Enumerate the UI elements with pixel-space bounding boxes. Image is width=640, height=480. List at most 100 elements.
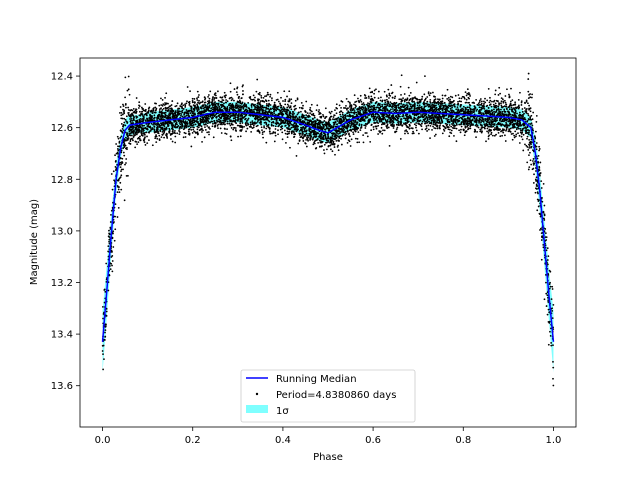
data-point [552, 377, 554, 380]
data-point [427, 124, 430, 127]
data-point [140, 130, 143, 133]
data-point [196, 97, 198, 100]
data-point [234, 116, 237, 119]
data-point [225, 94, 227, 97]
data-point [123, 121, 126, 124]
data-point [282, 121, 284, 124]
data-point [384, 105, 387, 108]
data-point [147, 109, 150, 112]
data-point [385, 98, 388, 101]
data-point [365, 109, 368, 112]
data-point [320, 133, 323, 135]
data-point [269, 104, 272, 106]
data-point [499, 111, 502, 113]
data-point [243, 102, 246, 105]
data-point [135, 130, 138, 132]
data-point [344, 117, 347, 120]
data-point [332, 118, 334, 121]
data-point [146, 142, 149, 145]
data-point [298, 140, 301, 142]
data-point [398, 98, 401, 101]
data-point [226, 105, 229, 108]
data-point [268, 130, 271, 133]
data-point [406, 130, 408, 133]
data-point [527, 148, 530, 151]
data-point [367, 102, 369, 104]
data-point [292, 111, 295, 113]
data-point [403, 93, 406, 95]
data-point [300, 126, 302, 129]
data-point [206, 114, 209, 117]
data-point [395, 114, 398, 117]
data-point [429, 124, 432, 127]
data-point [236, 124, 239, 127]
data-point [381, 117, 383, 120]
data-point [322, 115, 325, 118]
data-point [129, 140, 132, 143]
data-point [365, 108, 368, 111]
data-point [511, 110, 513, 113]
data-point [292, 126, 295, 128]
data-point [363, 94, 366, 96]
data-point [377, 90, 380, 93]
data-point [145, 131, 148, 134]
data-point [370, 95, 373, 98]
data-point [534, 191, 537, 194]
data-point [399, 123, 402, 125]
data-point [268, 116, 270, 119]
data-point [499, 135, 502, 138]
data-point [476, 125, 478, 128]
data-point [136, 131, 139, 134]
data-point [262, 96, 265, 99]
data-point [389, 104, 392, 106]
data-point [317, 119, 319, 122]
data-point [483, 102, 485, 105]
data-point [544, 236, 547, 239]
data-point [139, 118, 142, 120]
data-point [325, 137, 328, 140]
data-point [142, 117, 145, 120]
data-point [305, 137, 308, 139]
data-point [305, 125, 307, 128]
data-point [333, 143, 336, 146]
data-point [425, 125, 428, 127]
data-point [457, 108, 459, 111]
data-point [277, 100, 280, 103]
data-point [211, 100, 214, 103]
data-point [459, 104, 462, 106]
data-point [288, 120, 290, 123]
data-point [479, 98, 482, 100]
data-point [186, 100, 188, 103]
data-point [188, 100, 191, 103]
data-point [521, 110, 524, 113]
data-point [374, 108, 377, 111]
data-point [164, 102, 166, 104]
data-point [195, 119, 198, 122]
data-point [323, 138, 325, 141]
data-point [309, 133, 312, 136]
data-point [144, 119, 147, 122]
data-point [299, 110, 302, 113]
data-point [498, 102, 501, 105]
data-point [503, 105, 506, 108]
data-point [523, 112, 525, 115]
data-point [117, 137, 120, 140]
data-point [494, 102, 497, 105]
data-point [175, 121, 178, 124]
data-point [496, 117, 499, 120]
data-point [209, 115, 212, 118]
data-point [546, 247, 549, 250]
data-point [356, 123, 358, 125]
data-point [464, 109, 467, 112]
data-point [170, 133, 173, 135]
data-point [204, 129, 207, 131]
data-point [468, 101, 471, 104]
data-point [281, 138, 284, 141]
data-point [196, 128, 199, 131]
data-point [284, 110, 287, 113]
data-point [349, 103, 351, 105]
data-points-layer [101, 72, 555, 387]
data-point [311, 114, 314, 116]
data-point [304, 111, 307, 113]
data-point [226, 122, 229, 125]
